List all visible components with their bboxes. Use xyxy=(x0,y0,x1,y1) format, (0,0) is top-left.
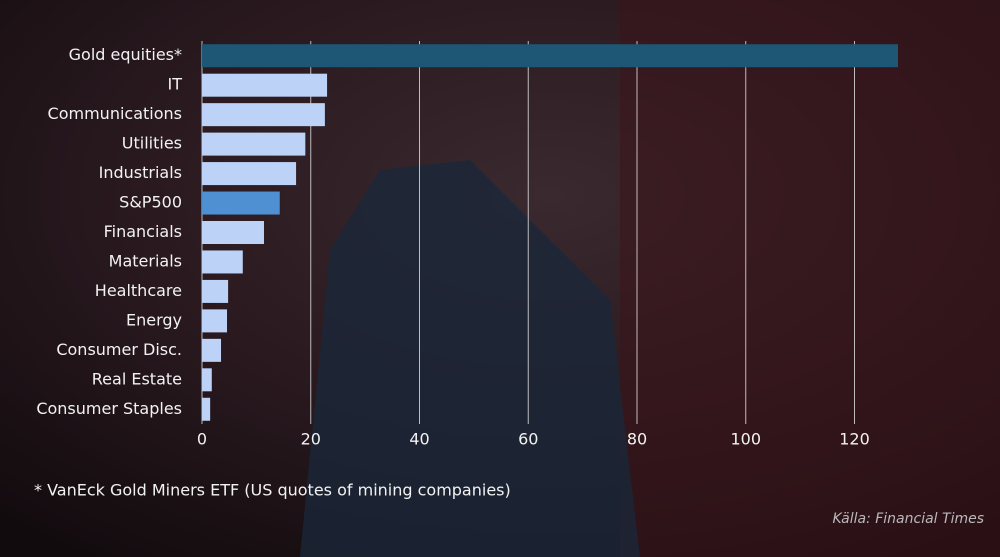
x-tick-label: 40 xyxy=(409,430,429,449)
bar xyxy=(202,397,211,421)
y-tick-label: Materials xyxy=(109,251,182,270)
x-tick-label: 20 xyxy=(301,430,321,449)
bar xyxy=(202,221,264,244)
x-tick-label: 0 xyxy=(197,430,207,449)
bar xyxy=(202,250,243,274)
y-tick-label: S&P500 xyxy=(119,193,182,212)
source: Källa: Financial Times xyxy=(832,511,984,527)
background-panel xyxy=(620,0,1000,557)
footnote: * VanEck Gold Miners ETF (US quotes of m… xyxy=(34,481,511,500)
y-tick-label: Energy xyxy=(126,310,182,329)
bar xyxy=(202,162,297,186)
bar xyxy=(202,44,898,68)
bar xyxy=(202,338,222,362)
y-tick-label: Utilities xyxy=(122,134,182,153)
plot: 0 20 40 60 80 100 120 Gold equities* IT Communica… xyxy=(36,41,898,449)
x-tick-label: 120 xyxy=(839,430,870,449)
bar xyxy=(202,73,328,97)
y-tick-label: Financials xyxy=(104,222,182,241)
bar xyxy=(202,103,325,127)
y-tick-label: Consumer Disc. xyxy=(56,340,182,359)
bar xyxy=(202,368,212,392)
bar xyxy=(202,309,228,333)
bar xyxy=(202,132,306,156)
bar xyxy=(202,191,280,215)
y-tick-label: Healthcare xyxy=(95,281,182,300)
y-tick-label: Gold equities* xyxy=(69,45,182,64)
y-tick-label: Industrials xyxy=(99,163,182,182)
x-tick-label: 80 xyxy=(627,430,647,449)
y-tick-label: IT xyxy=(168,75,183,94)
y-tick-label: Communications xyxy=(48,104,182,123)
x-tick-label: 60 xyxy=(518,430,538,449)
y-tick-label: Real Estate xyxy=(92,369,182,388)
y-tick-label: Consumer Staples xyxy=(36,399,182,418)
bar xyxy=(202,279,229,303)
x-tick-label: 100 xyxy=(730,430,761,449)
figure-silhouette xyxy=(300,160,640,557)
